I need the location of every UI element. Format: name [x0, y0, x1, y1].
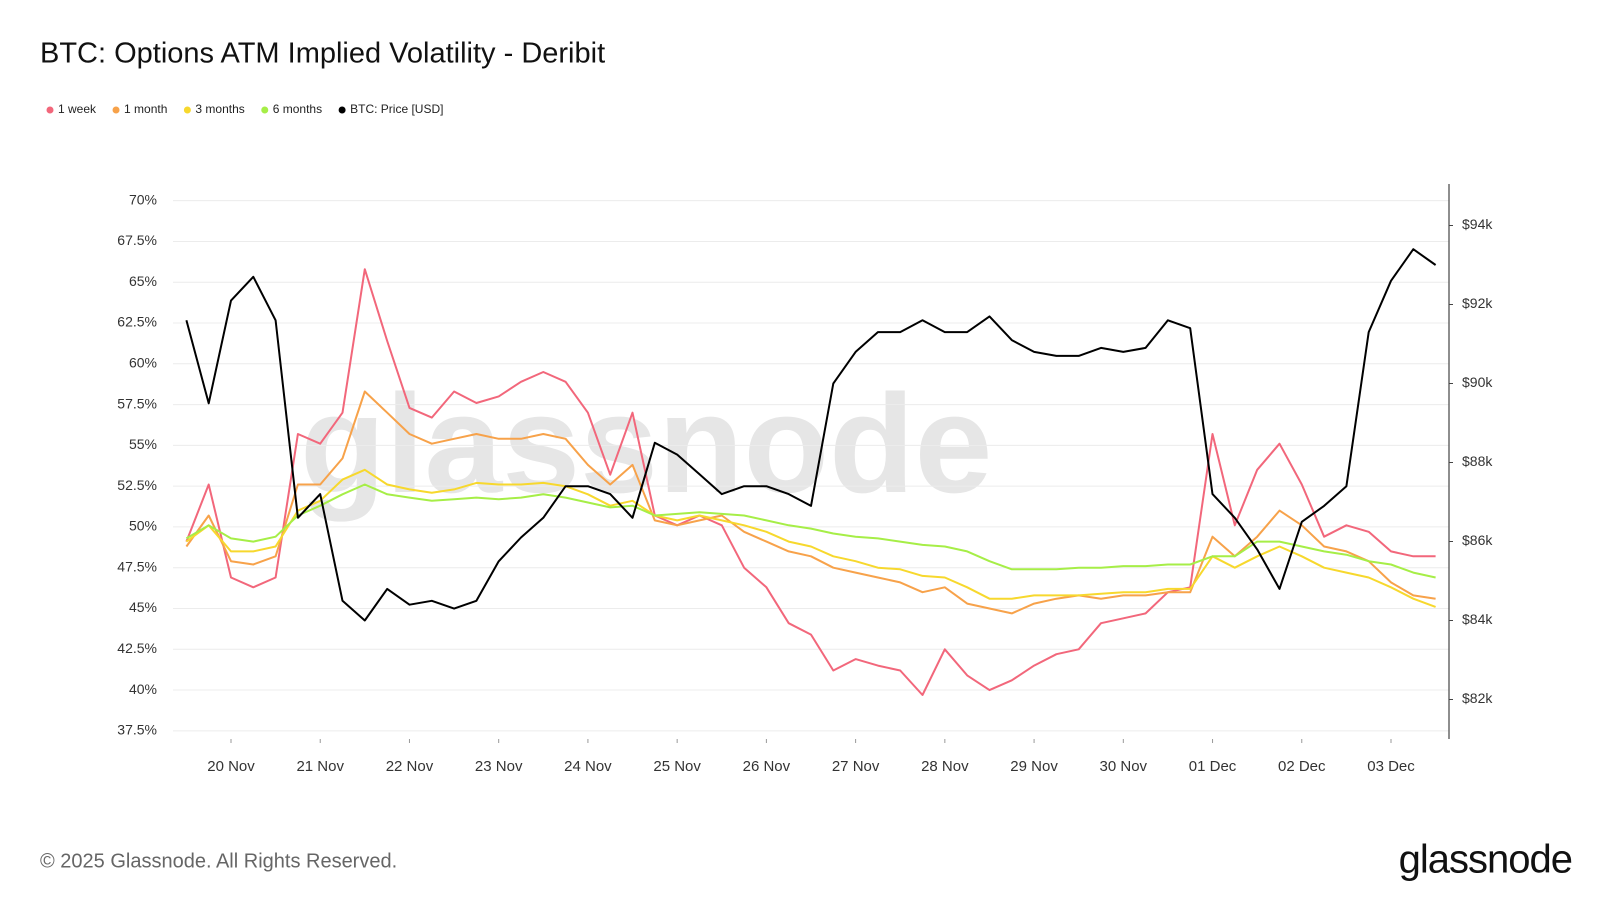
- y2-tick-label: $90k: [1462, 374, 1493, 390]
- y-tick-label: 47.5%: [117, 558, 157, 574]
- series-line: [185, 390, 1436, 615]
- legend-label: 1 week: [58, 102, 97, 116]
- legend-marker: [46, 106, 54, 114]
- legend-marker: [338, 106, 346, 114]
- y2-tick-label: $86k: [1462, 532, 1493, 548]
- legend-marker: [183, 106, 191, 114]
- y2-tick-label: $82k: [1462, 690, 1493, 706]
- logo: glassnode: [1399, 838, 1572, 882]
- x-tick-label: 20 Nov: [207, 758, 255, 775]
- y2-tick-label: $88k: [1462, 453, 1493, 469]
- y-tick-label: 60%: [129, 355, 157, 371]
- series-line: [185, 483, 1436, 579]
- y-tick-label: 37.5%: [117, 722, 157, 738]
- x-tick-label: 21 Nov: [296, 758, 344, 775]
- y2-tick-label: $84k: [1462, 611, 1493, 627]
- legend-marker: [261, 106, 269, 114]
- x-tick-label: 26 Nov: [743, 758, 791, 775]
- x-tick-label: 27 Nov: [832, 758, 880, 775]
- x-tick-label: 24 Nov: [564, 758, 612, 775]
- x-tick-label: 03 Dec: [1367, 758, 1415, 775]
- y-tick-label: 65%: [129, 273, 157, 289]
- copyright: © 2025 Glassnode. All Rights Reserved.: [40, 850, 397, 872]
- x-tick-label: 25 Nov: [653, 758, 701, 775]
- y-tick-label: 67.5%: [117, 232, 157, 248]
- y-tick-label: 52.5%: [117, 477, 157, 493]
- x-tick-label: 02 Dec: [1278, 758, 1326, 775]
- series-line: [185, 248, 1437, 622]
- y-tick-label: 70%: [129, 191, 157, 207]
- x-tick-label: 28 Nov: [921, 758, 969, 775]
- y-tick-label: 45%: [129, 599, 157, 615]
- series-line: [185, 468, 1436, 608]
- legend-marker: [112, 106, 120, 114]
- y-tick-label: 55%: [129, 436, 157, 452]
- y-tick-label: 57.5%: [117, 395, 157, 411]
- legend-label: 1 month: [124, 102, 167, 116]
- y-tick-label: 62.5%: [117, 314, 157, 330]
- y-tick-label: 40%: [129, 681, 157, 697]
- x-tick-label: 23 Nov: [475, 758, 523, 775]
- x-tick-label: 30 Nov: [1100, 758, 1148, 775]
- x-tick-label: 22 Nov: [386, 758, 434, 775]
- series-line: [185, 268, 1436, 696]
- y-tick-label: 42.5%: [117, 640, 157, 656]
- chart-title: BTC: Options ATM Implied Volatility - De…: [40, 38, 605, 70]
- watermark: glassnode: [300, 365, 992, 522]
- legend-label: 3 months: [195, 102, 244, 116]
- y2-tick-label: $92k: [1462, 295, 1493, 311]
- y-tick-label: 50%: [129, 518, 157, 534]
- legend-label: BTC: Price [USD]: [350, 102, 443, 116]
- legend-label: 6 months: [273, 102, 322, 116]
- x-tick-label: 29 Nov: [1010, 758, 1058, 775]
- y2-tick-label: $94k: [1462, 216, 1493, 232]
- x-tick-label: 01 Dec: [1189, 758, 1237, 775]
